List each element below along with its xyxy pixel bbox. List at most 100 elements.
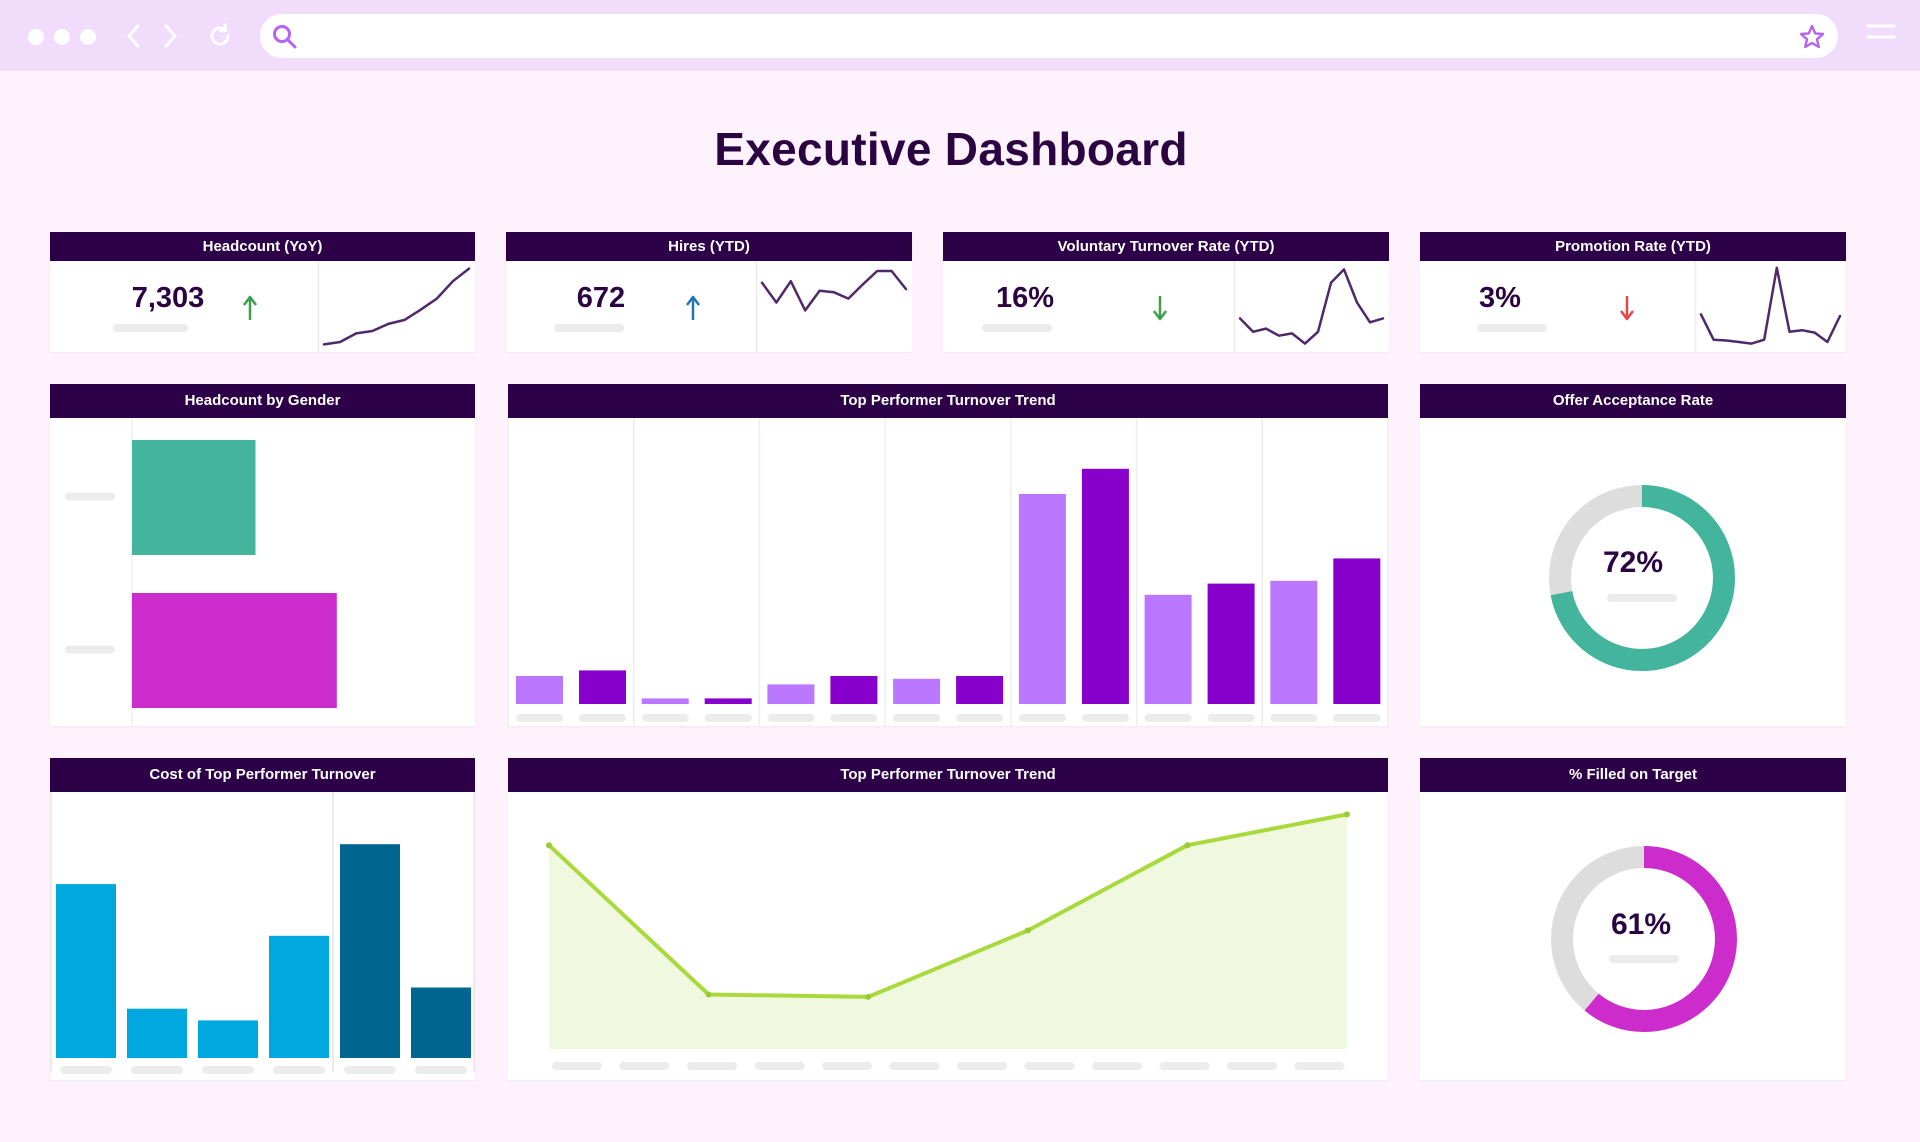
star-icon[interactable] — [1799, 24, 1825, 50]
turnover-bar — [830, 676, 878, 704]
tick-label-placeholder — [1227, 1062, 1277, 1070]
tick-label-placeholder — [1207, 714, 1255, 722]
tick-label-placeholder — [1081, 714, 1129, 722]
data-point — [865, 993, 872, 1000]
cost-bar — [411, 987, 471, 1058]
tick-label-placeholder — [687, 1062, 737, 1070]
arrow-down-icon — [1620, 296, 1634, 321]
arrow-head — [686, 295, 700, 306]
arrow-up-icon — [243, 295, 257, 320]
kpi-card-promotion-rate: Promotion Rate (YTD) 3% — [1420, 232, 1846, 352]
sparkline-line — [1699, 266, 1842, 345]
tick-label-placeholder — [893, 714, 941, 722]
kpi-sparkline — [1233, 261, 1385, 352]
tick-label-placeholder — [889, 1062, 940, 1070]
tick-label-placeholder — [1333, 714, 1381, 722]
headcount-by-gender-chart — [65, 418, 337, 726]
cost-bar — [127, 1008, 187, 1059]
turnover-trend-bar-card: Top Performer Turnover Trend — [507, 384, 1389, 726]
tick-label-placeholder — [1018, 714, 1066, 722]
kpi-sparkline — [317, 261, 471, 352]
kpi-subtext-placeholder — [554, 324, 624, 332]
kpi-sparkline — [755, 261, 908, 352]
tick-label-placeholder — [830, 714, 878, 722]
arrow-head — [243, 295, 257, 306]
card-title: Top Performer Turnover Trend — [508, 758, 1388, 792]
forward-icon[interactable] — [160, 20, 180, 52]
kpi-value: 7,303 — [131, 282, 205, 314]
trend-line — [547, 812, 1348, 999]
turnover-bar — [704, 698, 752, 704]
kpi-card-headcount: Headcount (YoY) 7,303 — [50, 232, 475, 352]
kpi-subtext-placeholder — [113, 324, 188, 332]
window-dot-1[interactable] — [28, 29, 44, 45]
reload-icon[interactable] — [206, 22, 234, 50]
donut-center-value: 61% — [1610, 908, 1672, 941]
kpi-card-hires: Hires (YTD) 672 — [506, 232, 912, 352]
tick-label-placeholder — [60, 1066, 112, 1074]
cost-bar — [269, 935, 329, 1058]
tick-label-placeholder — [956, 714, 1004, 722]
category-label-placeholder — [65, 492, 115, 501]
category-label-placeholder — [65, 645, 115, 654]
card-title: Top Performer Turnover Trend — [508, 384, 1388, 418]
kpi-value: 16% — [995, 282, 1055, 314]
turnover-bar — [1081, 468, 1129, 704]
data-point — [1024, 927, 1031, 934]
turnover-bar — [1270, 580, 1318, 704]
offer-acceptance-card: Offer Acceptance Rate 72% — [1420, 384, 1846, 726]
turnover-bar — [1018, 494, 1066, 704]
tick-label-placeholder — [344, 1066, 396, 1074]
donut-subtext-placeholder — [1609, 955, 1679, 963]
arrow-head — [1620, 310, 1634, 321]
tick-label-placeholder — [415, 1066, 467, 1074]
gender-bar — [132, 593, 337, 708]
address-bar[interactable] — [260, 14, 1838, 58]
gender-bar — [132, 440, 256, 555]
data-point — [1184, 842, 1191, 849]
kpi-title: Headcount (YoY) — [50, 232, 475, 261]
kpi-card-voluntary-turnover: Voluntary Turnover Rate (YTD) 16% — [943, 232, 1389, 352]
tick-label-placeholder — [1294, 1062, 1345, 1070]
turnover-bar — [516, 676, 563, 704]
window-dot-3[interactable] — [80, 29, 96, 45]
browser-toolbar — [0, 0, 1920, 71]
tick-label-placeholder — [579, 714, 626, 722]
turnover-bar — [956, 676, 1004, 704]
filled-on-target-card: % Filled on Target 61% — [1420, 758, 1846, 1080]
turnover-bar — [1144, 594, 1192, 704]
kpi-title: Promotion Rate (YTD) — [1420, 232, 1846, 261]
cost-bar — [198, 1020, 258, 1058]
card-title: % Filled on Target — [1420, 758, 1846, 792]
search-icon — [273, 25, 297, 49]
menu-icon[interactable] — [1866, 22, 1896, 44]
data-point — [705, 991, 712, 998]
back-icon[interactable] — [124, 20, 144, 52]
tick-label-placeholder — [516, 714, 563, 722]
cost-of-turnover-chart — [50, 792, 475, 1074]
arrow-down-icon — [1153, 296, 1167, 321]
kpi-subtext-placeholder — [1477, 324, 1547, 332]
tick-label-placeholder — [552, 1062, 602, 1070]
data-point — [546, 842, 552, 849]
card-title: Headcount by Gender — [50, 384, 475, 418]
tick-label-placeholder — [1270, 714, 1318, 722]
turnover-bar — [579, 670, 626, 704]
cost-of-turnover-card: Cost of Top Performer Turnover — [50, 758, 475, 1080]
turnover-trend-line-card: Top Performer Turnover Trend — [508, 758, 1388, 1080]
tick-label-placeholder — [619, 1062, 670, 1070]
tick-label-placeholder — [704, 714, 752, 722]
kpi-title: Hires (YTD) — [506, 232, 912, 261]
donut-value-arc — [1551, 846, 1737, 1032]
area-fill — [549, 814, 1347, 1049]
cost-bar — [56, 884, 116, 1058]
donut-center-value: 72% — [1602, 546, 1664, 579]
turnover-trend-bar-chart — [507, 418, 1389, 726]
tick-label-placeholder — [1144, 714, 1192, 722]
data-point — [1344, 811, 1350, 818]
turnover-bar — [767, 684, 815, 704]
window-dot-2[interactable] — [54, 29, 70, 45]
arrow-head — [1153, 310, 1167, 321]
arrow-up-icon — [686, 295, 700, 320]
offer-acceptance-donut — [1549, 485, 1735, 671]
